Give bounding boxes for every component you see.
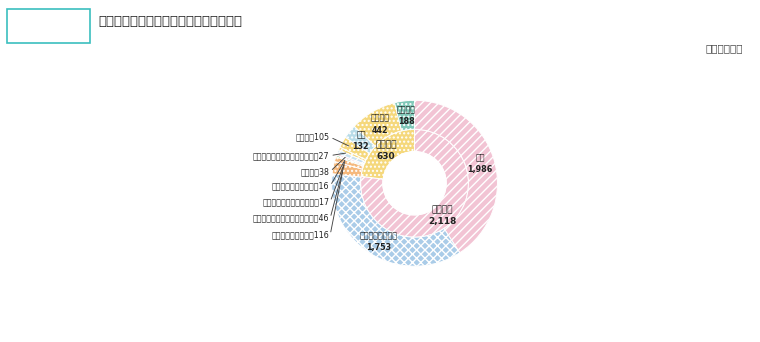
Text: （単位：件）: （単位：件） — [706, 43, 743, 53]
Wedge shape — [332, 161, 363, 177]
Text: 負傷
1,986: 負傷 1,986 — [467, 153, 492, 174]
Text: その他　38: その他 38 — [301, 167, 329, 176]
Wedge shape — [337, 150, 365, 164]
Wedge shape — [337, 154, 364, 165]
Wedge shape — [394, 100, 414, 131]
Wedge shape — [340, 137, 369, 160]
Text: 公務災害
2,118: 公務災害 2,118 — [429, 205, 457, 226]
Wedge shape — [339, 147, 366, 161]
Text: 職務遂行に伴う怨恨　16: 職務遂行に伴う怨恨 16 — [272, 181, 329, 190]
Wedge shape — [354, 103, 401, 146]
Text: 自己の職務遂行中
1,753: 自己の職務遂行中 1,753 — [359, 231, 397, 252]
Text: 公務上の負傷に起因する疾病　27: 公務上の負傷に起因する疾病 27 — [253, 151, 329, 160]
Wedge shape — [334, 157, 363, 169]
Wedge shape — [336, 155, 364, 166]
Circle shape — [383, 152, 446, 215]
Text: 退勤途上
188: 退勤途上 188 — [397, 105, 416, 126]
Text: 疾病
132: 疾病 132 — [353, 130, 369, 151]
Wedge shape — [346, 126, 375, 153]
Wedge shape — [414, 100, 498, 253]
Wedge shape — [361, 129, 414, 179]
Text: 図5-8: 図5-8 — [36, 19, 62, 32]
Text: 出張又は赴任途上　116: 出張又は赴任途上 116 — [272, 230, 329, 239]
Text: 出勤途上
442: 出勤途上 442 — [371, 114, 390, 134]
Wedge shape — [331, 174, 460, 266]
Text: 通勤災害
630: 通勤災害 630 — [375, 141, 397, 161]
Wedge shape — [360, 129, 468, 237]
Text: その他　105: その他 105 — [296, 133, 329, 142]
Text: レクリエーション参加中　17: レクリエーション参加中 17 — [262, 197, 329, 206]
Text: 出退勤途上（公務上のもの）　46: 出退勤途上（公務上のもの） 46 — [253, 213, 329, 223]
Text: 公務災害及び通勤災害の事由別認定状況: 公務災害及び通勤災害の事由別認定状況 — [99, 15, 242, 28]
